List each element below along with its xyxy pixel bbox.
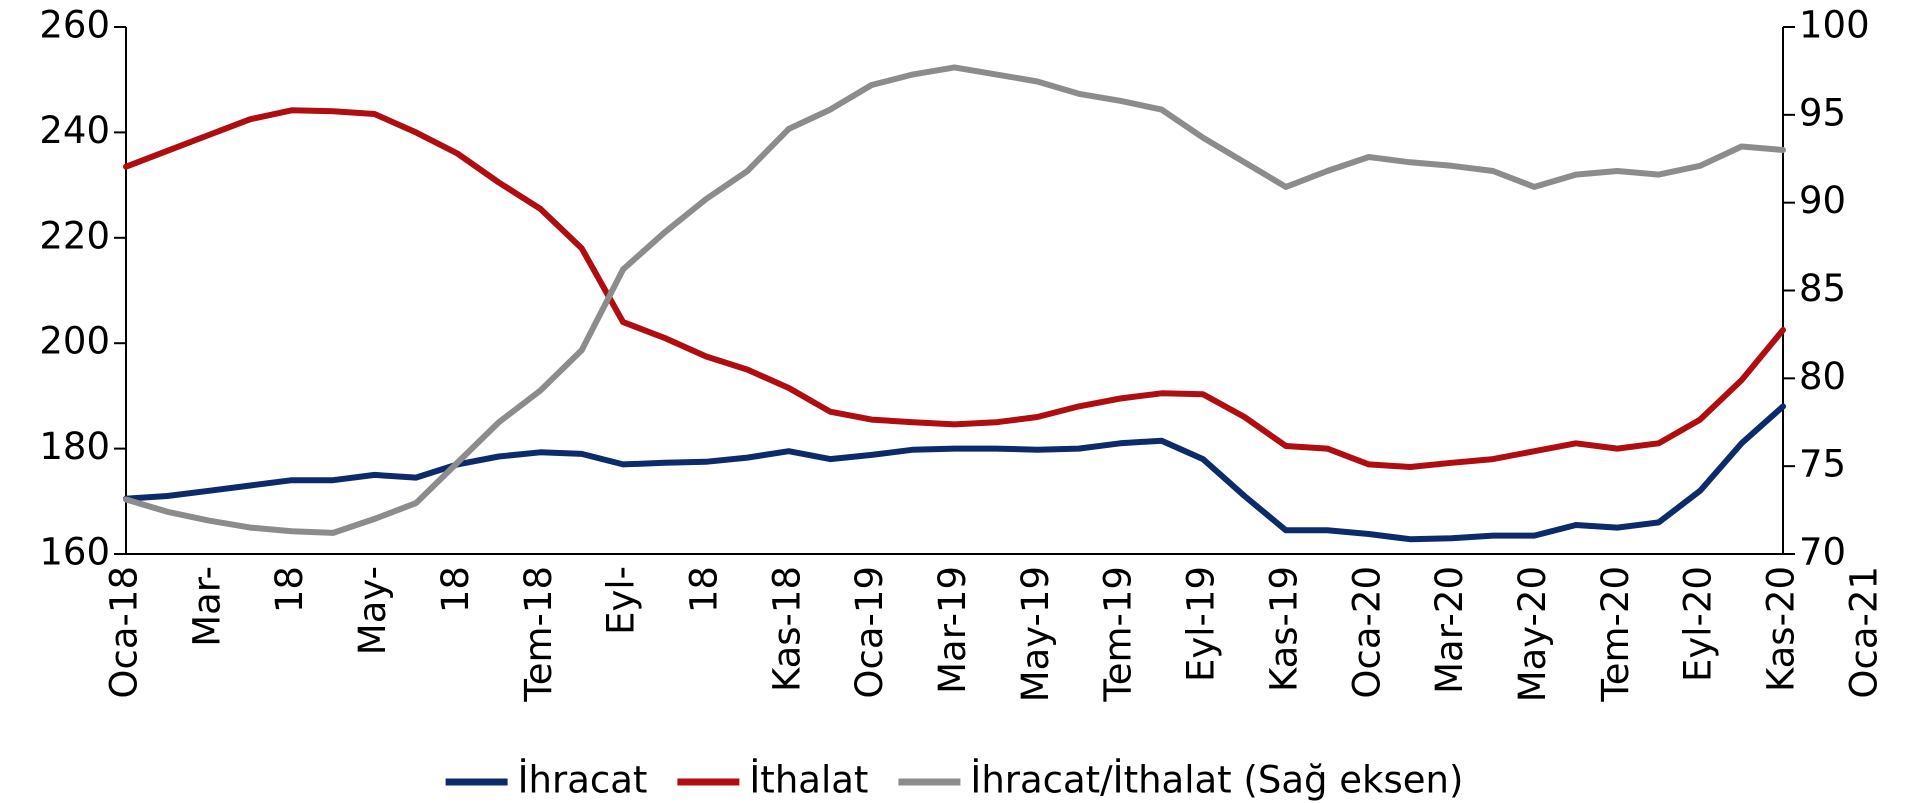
x-tick-label: Mar-20 bbox=[1428, 566, 1471, 694]
x-tick-label: Kas-19 bbox=[1262, 566, 1305, 692]
y-tick-label: 180 bbox=[39, 425, 110, 468]
y2-tick-label: 90 bbox=[1799, 179, 1846, 222]
x-tick-label: May-19 bbox=[1014, 566, 1057, 702]
x-tick-label: Kas-18 bbox=[765, 566, 808, 692]
y2-tick-label: 95 bbox=[1799, 91, 1846, 134]
x-tick-label: Eyl- bbox=[600, 566, 643, 635]
legend-label: İhracat bbox=[518, 759, 648, 802]
series-line bbox=[123, 403, 1786, 543]
x-tick-label: Tem-18 bbox=[517, 566, 560, 703]
x-tick-label: Tem-19 bbox=[1097, 566, 1140, 703]
x-tick-label: Kas-20 bbox=[1760, 566, 1803, 692]
series-line bbox=[123, 64, 1786, 536]
x-tick-label: 18 bbox=[268, 566, 311, 613]
series-line bbox=[123, 107, 1786, 470]
y2-tick-label: 85 bbox=[1799, 267, 1846, 310]
x-tick-label: Oca-19 bbox=[848, 566, 891, 699]
x-tick-label: Oca-20 bbox=[1345, 566, 1388, 699]
x-tick-label: Tem-20 bbox=[1594, 566, 1637, 703]
y2-tick-label: 80 bbox=[1799, 355, 1846, 398]
y2-tick-label: 100 bbox=[1799, 4, 1870, 47]
x-tick-label: May- bbox=[351, 566, 394, 655]
y-tick-label: 200 bbox=[39, 320, 110, 363]
y2-tick-label: 70 bbox=[1799, 531, 1846, 574]
y-tick-label: 240 bbox=[39, 109, 110, 152]
x-tick-label: Eyl-20 bbox=[1677, 566, 1720, 682]
y-tick-label: 260 bbox=[39, 4, 110, 47]
x-tick-label: May-20 bbox=[1511, 566, 1554, 702]
y2-tick-label: 75 bbox=[1799, 443, 1846, 486]
y-tick-label: 220 bbox=[39, 214, 110, 257]
x-tick-label: Eyl-19 bbox=[1180, 566, 1223, 682]
legend-label: İthalat bbox=[749, 759, 868, 802]
x-tick-label: 18 bbox=[434, 566, 477, 613]
y-tick-label: 160 bbox=[39, 531, 110, 574]
x-tick-label: Oca-21 bbox=[1842, 566, 1885, 699]
legend-label: İhracat/İthalat (Sağ eksen) bbox=[970, 759, 1463, 802]
x-tick-label: Mar- bbox=[185, 566, 228, 647]
x-tick-label: Oca-18 bbox=[103, 566, 146, 699]
legend: İhracat İthalat İhracat/İthalat (Sağ eksen… bbox=[445, 759, 1463, 802]
x-tick-label: Mar-19 bbox=[931, 566, 974, 694]
x-tick-label: 18 bbox=[682, 566, 725, 613]
